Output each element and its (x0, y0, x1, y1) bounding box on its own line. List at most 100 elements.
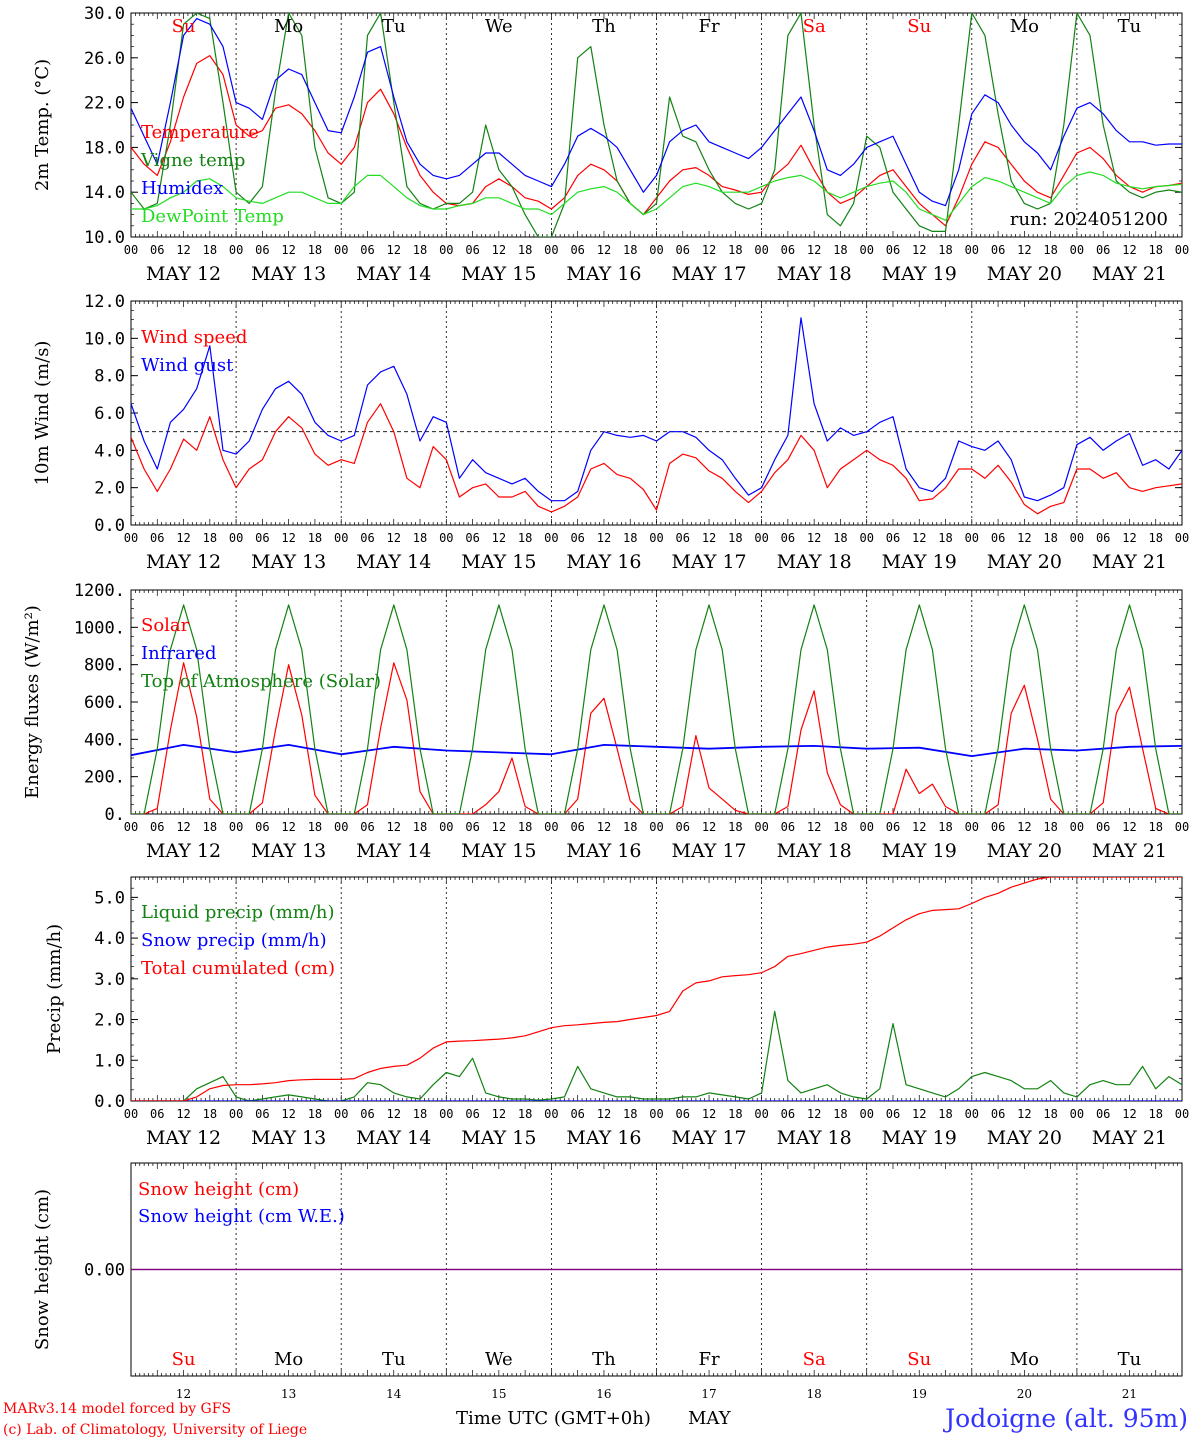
hour-label: 00 (439, 243, 453, 257)
day-number-label: 13 (281, 1387, 296, 1401)
hour-label: 18 (518, 1107, 532, 1121)
hour-label: 18 (728, 1107, 742, 1121)
hour-label: 00 (1070, 1107, 1084, 1121)
weekday-bottom-label: Su (907, 1349, 931, 1370)
y-tick-label: 3.0 (94, 970, 125, 990)
day-label: MAY 17 (671, 263, 746, 285)
weekday-top-label: Tu (382, 16, 406, 37)
day-label: MAY 13 (251, 1127, 326, 1149)
hour-label: 12 (1017, 820, 1031, 834)
weekday-top-label: Fr (699, 16, 720, 37)
hour-label: 12 (492, 531, 506, 545)
y-tick-label: 2.0 (94, 1011, 125, 1031)
hour-label: 00 (754, 1107, 768, 1121)
day-number-label: 21 (1122, 1387, 1137, 1401)
hour-label: 06 (781, 820, 795, 834)
hour-label: 18 (728, 820, 742, 834)
weekday-bottom-label: Mo (1010, 1349, 1039, 1370)
hour-label: 18 (833, 531, 847, 545)
series-layer (131, 317, 1182, 515)
hour-label: 18 (203, 1107, 217, 1121)
day-label: MAY 20 (987, 551, 1062, 573)
hour-label: 00 (124, 531, 138, 545)
day-label: MAY 14 (356, 551, 431, 573)
legend-humidex: Humidex (141, 178, 223, 199)
hour-label: 18 (413, 531, 427, 545)
hour-label: 18 (1043, 243, 1057, 257)
hour-label: 18 (938, 243, 952, 257)
hour-label: 06 (1096, 1107, 1110, 1121)
hour-label: 18 (308, 820, 322, 834)
hour-label: 06 (676, 531, 690, 545)
series-line-wind-speed (131, 403, 1182, 515)
hour-label: 06 (255, 243, 269, 257)
legend-snow-height-cm-w-e-: Snow height (cm W.E.) (138, 1206, 345, 1227)
hour-label: 12 (912, 1107, 926, 1121)
hour-label: 06 (781, 243, 795, 257)
legend-solar: Solar (141, 615, 190, 636)
hour-label: 06 (991, 820, 1005, 834)
series-line-total-cumulated-cm- (131, 877, 1182, 1101)
hour-label: 00 (649, 243, 663, 257)
legend-infrared: Infrared (141, 643, 216, 664)
hour-label: 00 (124, 1107, 138, 1121)
y-tick-label: 0.0 (94, 516, 125, 536)
hour-label: 18 (308, 531, 322, 545)
hour-label: 06 (570, 531, 584, 545)
hour-label: 12 (387, 243, 401, 257)
hour-label: 06 (886, 531, 900, 545)
hour-label: 00 (1070, 820, 1084, 834)
hour-label: 18 (518, 820, 532, 834)
day-label: MAY 12 (146, 263, 221, 285)
day-label: MAY 18 (777, 840, 852, 862)
day-label: MAY 21 (1092, 263, 1167, 285)
day-label: MAY 13 (251, 551, 326, 573)
legend-dewpoint-temp: DewPoint Temp (141, 206, 284, 227)
hour-label: 00 (334, 243, 348, 257)
y-tick-label: 10.0 (84, 329, 125, 349)
day-label: MAY 17 (671, 1127, 746, 1149)
series-line-humidex (131, 18, 1182, 207)
y-tick-label: 800. (84, 656, 125, 676)
hour-label: 00 (1175, 820, 1189, 834)
y-tick-label: 1.0 (94, 1051, 125, 1071)
day-label: MAY 21 (1092, 551, 1167, 573)
day-label: MAY 13 (251, 263, 326, 285)
day-label: MAY 18 (777, 1127, 852, 1149)
hour-label: 12 (807, 243, 821, 257)
hour-label: 18 (1043, 820, 1057, 834)
series-layer (131, 877, 1182, 1101)
hour-label: 18 (938, 531, 952, 545)
hour-label: 06 (570, 1107, 584, 1121)
hour-label: 06 (991, 1107, 1005, 1121)
hour-label: 12 (912, 531, 926, 545)
y-tick-label: 400. (84, 730, 125, 750)
hour-label: 00 (229, 243, 243, 257)
hour-label: 12 (281, 243, 295, 257)
hour-label: 06 (255, 820, 269, 834)
hour-label: 18 (728, 531, 742, 545)
hour-label: 06 (465, 531, 479, 545)
day-number-label: 18 (807, 1387, 822, 1401)
footer: MARv3.14 model forced by GFS (c) Lab. of… (3, 1401, 1188, 1438)
hour-label: 06 (360, 1107, 374, 1121)
hour-label: 06 (991, 243, 1005, 257)
weekday-top-label: Su (907, 16, 931, 37)
series-line-infrared (131, 744, 1182, 757)
hour-label: 00 (754, 243, 768, 257)
day-label: MAY 15 (461, 1127, 536, 1149)
hour-label: 12 (807, 820, 821, 834)
weekday-top-label: Tu (1118, 16, 1142, 37)
hour-label: 12 (702, 820, 716, 834)
hour-label: 12 (1122, 820, 1136, 834)
hour-label: 12 (176, 1107, 190, 1121)
series-line-wind-gust (131, 317, 1182, 502)
panel-1: 10.0 14.0 18.0 22.0 26.0 30.0 2m Temp. (°C) Tem… (32, 4, 1189, 285)
weekday-top-label: Su (172, 16, 196, 37)
hour-label: 12 (176, 820, 190, 834)
hour-label: 18 (728, 243, 742, 257)
location-label: Jodoigne (alt. 95m) (942, 1404, 1188, 1433)
hour-label: 06 (255, 531, 269, 545)
weekday-top-label: Mo (1010, 16, 1039, 37)
